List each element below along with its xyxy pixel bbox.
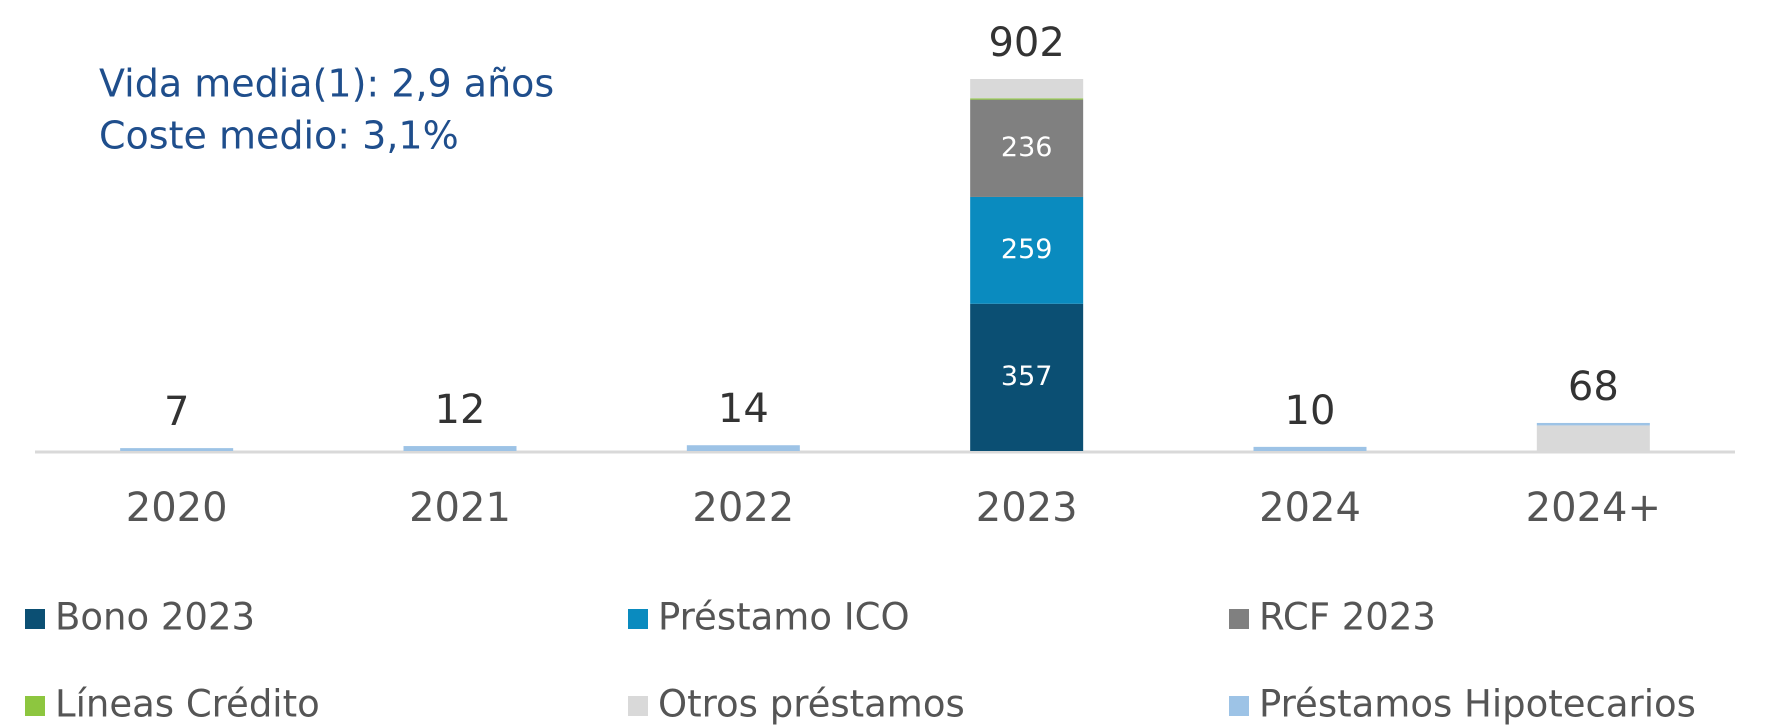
- total-label: 7: [164, 389, 189, 435]
- legend-swatch: [25, 609, 45, 629]
- total-label: 12: [435, 387, 486, 433]
- bar-segment: [403, 446, 517, 451]
- legend-swatch: [1229, 696, 1249, 716]
- legend-swatch: [25, 696, 45, 716]
- legend-label: Líneas Crédito: [55, 683, 320, 725]
- annotation: Coste medio: 3,1%: [99, 114, 459, 158]
- bar-segment: [1253, 446, 1367, 451]
- bar-segment: [1536, 425, 1650, 451]
- x-tick-label: 2024: [1259, 485, 1361, 531]
- segment-label: 236: [1001, 132, 1053, 163]
- bar-segment: [970, 79, 1084, 99]
- legend-swatch: [628, 696, 648, 716]
- bar-segment: [120, 448, 234, 451]
- total-label: 10: [1285, 388, 1336, 434]
- legend-label: Préstamos Hipotecarios: [1259, 683, 1696, 725]
- x-tick-label: 2020: [126, 485, 228, 531]
- total-label: 902: [988, 20, 1064, 66]
- bar-segment: [970, 98, 1084, 100]
- annotation: Vida media(1): 2,9 años: [99, 62, 554, 106]
- total-label: 68: [1568, 364, 1619, 410]
- legend-label: Préstamo ICO: [658, 596, 910, 639]
- x-tick-label: 2022: [692, 485, 794, 531]
- legend-swatch: [1229, 609, 1249, 629]
- legend-swatch: [628, 609, 648, 629]
- bar-segment: [686, 445, 800, 451]
- total-label: 14: [718, 386, 769, 432]
- x-tick-label: 2024+: [1526, 485, 1661, 531]
- legend-label: RCF 2023: [1259, 596, 1436, 639]
- x-tick-label: 2023: [976, 485, 1078, 531]
- bar-segment: [1536, 422, 1650, 426]
- bar-segment: [970, 303, 1084, 451]
- segment-label: 259: [1001, 234, 1053, 265]
- x-tick-label: 2021: [409, 485, 511, 531]
- segment-label: 357: [1001, 361, 1053, 392]
- bar-segment: [970, 196, 1084, 304]
- legend-label: Otros préstamos: [658, 683, 965, 725]
- legend-label: Bono 2023: [55, 596, 255, 639]
- bar-segment: [970, 99, 1084, 197]
